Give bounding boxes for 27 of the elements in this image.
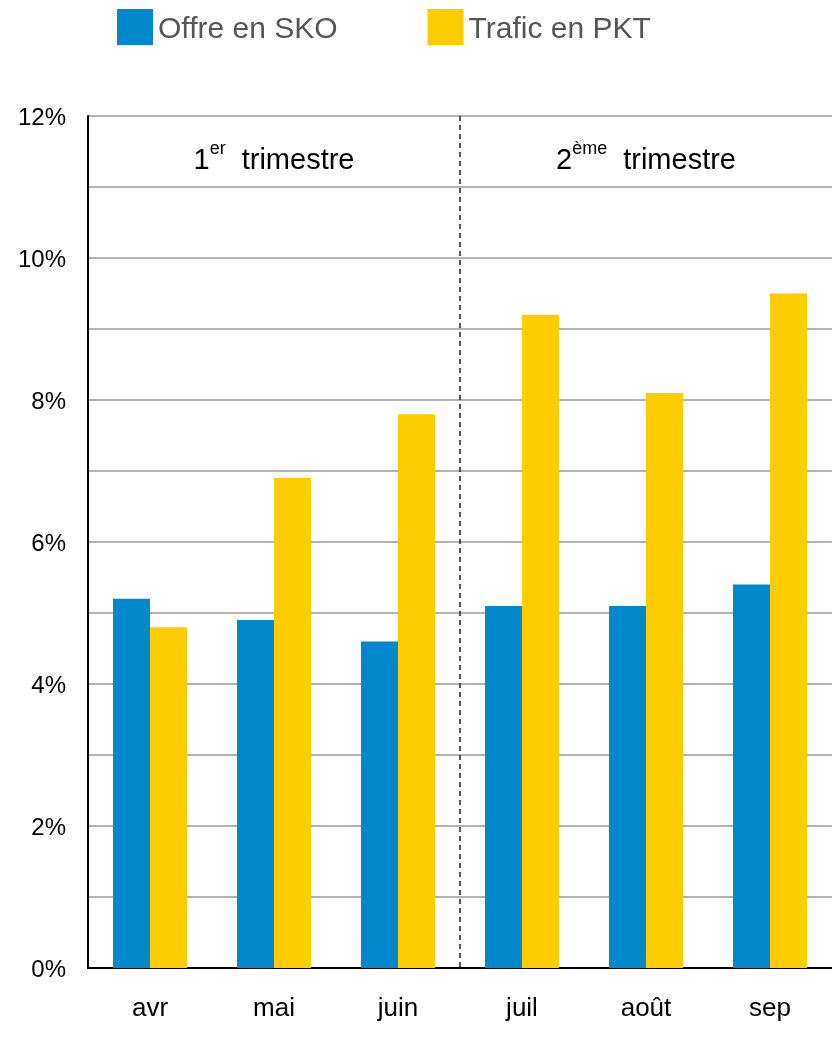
x-tick-label: juil <box>505 992 538 1022</box>
y-tick-label: 6% <box>31 528 66 556</box>
bar <box>361 641 398 968</box>
bar <box>733 584 770 968</box>
y-tick-label: 8% <box>31 386 66 414</box>
bar <box>274 478 311 968</box>
y-tick-label: 0% <box>31 954 66 982</box>
bar <box>398 414 435 968</box>
x-tick-label: sep <box>749 992 791 1022</box>
bar <box>237 620 274 968</box>
bar <box>609 605 646 968</box>
bar <box>646 392 683 968</box>
legend-label: Trafic en PKT <box>468 10 651 44</box>
bar <box>770 293 807 968</box>
y-tick-label: 10% <box>17 244 66 272</box>
x-tick-label: avr <box>131 992 169 1022</box>
bar <box>485 605 522 968</box>
bar <box>113 598 150 968</box>
x-tick-label: mai <box>253 992 295 1022</box>
x-tick-label: juin <box>376 992 419 1022</box>
x-tick-label: août <box>620 992 673 1022</box>
bar <box>522 314 559 968</box>
y-tick-label: 2% <box>31 812 66 840</box>
y-tick-label: 4% <box>31 670 66 698</box>
legend-label: Offre en SKO <box>158 10 338 44</box>
bar <box>150 627 187 968</box>
y-tick-label: 12% <box>17 102 66 130</box>
